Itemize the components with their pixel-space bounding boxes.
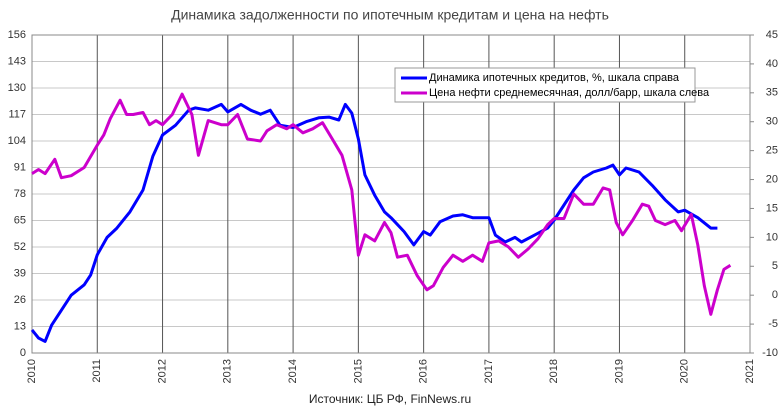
y-tick-label: 117: [8, 108, 26, 120]
y-tick-label: 52: [14, 241, 26, 253]
x-tick-label: 2013: [222, 359, 234, 383]
x-tick-label: 2012: [156, 359, 168, 383]
x-tick-label: 2019: [613, 359, 625, 383]
x-tick-label: 2014: [287, 359, 299, 383]
y2-tick-label: -10: [762, 347, 778, 359]
y-tick-label: 104: [8, 135, 26, 147]
y-tick-label: 13: [14, 320, 26, 332]
source: Источник: ЦБ РФ, FinNews.ru: [309, 392, 471, 406]
x-tick-label: 2015: [352, 359, 364, 383]
y2-tick-label: 30: [766, 116, 778, 128]
y-tick-label: 130: [8, 82, 26, 94]
legend-label: Цена нефти среднемесячная, долл/барр, шк…: [429, 87, 710, 99]
y2-tick-label: 40: [766, 58, 778, 70]
x-tick-label: 2018: [548, 359, 560, 383]
y2-tick-label: 5: [772, 260, 778, 272]
y-tick-label: 0: [20, 347, 26, 359]
y2-tick-label: -5: [768, 318, 778, 330]
y-tick-label: 65: [14, 214, 26, 226]
x-tick-label: 2010: [26, 359, 38, 383]
x-tick-label: 2011: [91, 359, 103, 383]
chart-title: Динамика задолженности по ипотечным кред…: [171, 7, 609, 23]
y2-tick-label: 20: [766, 173, 778, 185]
series-line: [31, 92, 732, 316]
x-tick-label: 2016: [418, 359, 430, 383]
legend-box: [394, 67, 696, 103]
plot-frame: [31, 34, 751, 354]
y-tick-label: 39: [14, 267, 26, 279]
x-tick-label: 2020: [679, 359, 691, 383]
y2-tick-label: 0: [772, 289, 778, 301]
y2-tick-label: 45: [766, 29, 778, 41]
series-line: [30, 102, 718, 343]
y-tick-label: 78: [14, 188, 26, 200]
x-tick-label: 2021: [744, 359, 756, 383]
y2-tick-label: 15: [766, 202, 778, 214]
y-tick-label: 91: [14, 161, 26, 173]
y2-tick-label: 35: [766, 87, 778, 99]
y2-tick-label: 25: [766, 145, 778, 157]
legend-label: Динамика ипотечных кредитов, %, шкала сп…: [429, 72, 680, 84]
x-tick-label: 2017: [483, 359, 495, 383]
y-tick-label: 156: [8, 29, 26, 41]
y2-tick-label: 10: [766, 231, 778, 243]
y-tick-label: 143: [8, 55, 26, 67]
y-tick-label: 26: [14, 294, 26, 306]
